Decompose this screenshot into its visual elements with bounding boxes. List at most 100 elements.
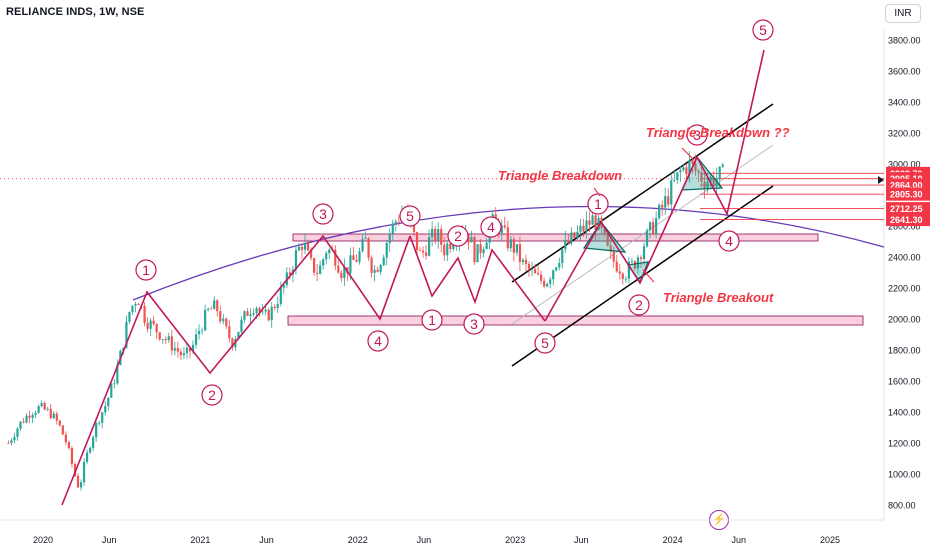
wave-label: 2 [635,297,643,313]
candle-body [364,238,367,240]
candle-body [431,228,434,238]
price-label: 2712.25 [890,204,923,214]
candle-body [603,227,606,235]
wave-label: 3 [693,127,701,143]
wave-label-circle [312,203,334,225]
candle-body [46,408,49,410]
candle-body [385,242,388,258]
candle-body [312,258,316,273]
candle-body [170,336,173,351]
candle-body [67,442,71,449]
candle-body [712,176,715,187]
candle-body [685,167,688,175]
wave-label-circle [135,259,157,281]
candle-body [276,304,279,308]
wave-label-circle [399,205,421,227]
candle-body [128,311,131,322]
candle-body [300,246,304,250]
candle-body [22,421,25,423]
candle-body [546,283,549,287]
candle-body [361,239,364,252]
candle-body [37,406,40,413]
candle-body [382,257,385,266]
y-tick-label: 1600.00 [888,377,921,387]
candle-body [521,259,525,262]
candle-body [449,243,452,249]
candle-body [418,250,422,251]
y-tick-label: 1800.00 [888,346,921,356]
candle-body [95,423,98,438]
candle-body [630,261,634,263]
candle-body [149,320,152,329]
price-label: 2864.00 [890,181,923,191]
currency-selector[interactable]: INR [885,4,921,23]
wave-label: 5 [541,335,549,351]
price-label-box [886,213,930,227]
candle-body [273,306,276,308]
x-tick-label: 2020 [33,535,53,545]
candle-body [288,272,291,275]
candle-body [503,225,506,228]
y-tick-label: 3400.00 [888,98,921,108]
resistance-zone [292,233,819,242]
y-tick-label: 2600.00 [888,222,921,232]
candle-body [485,242,488,250]
candle-body [536,273,540,275]
candle-body [682,167,685,171]
candle-body [31,415,34,418]
candle-body [564,239,567,250]
candle-body [252,313,255,315]
candle-body [64,434,67,443]
x-tick-label: Jun [574,535,589,545]
x-tick-label: 2024 [663,535,683,545]
candle-body [415,231,419,251]
candle-body [533,269,537,274]
elliott-wave-line-1 [61,234,411,506]
wave-label-circle [480,216,502,238]
candle-body [279,287,282,305]
arc-curve [132,205,885,301]
y-tick-label: 2200.00 [888,284,921,294]
candle-body [237,331,240,339]
candle-body [210,308,213,310]
candle-body [70,448,74,465]
candle-body [648,222,652,231]
candle-body [624,278,627,280]
candle-body [191,344,195,352]
candle-body [110,383,113,398]
candle-body [255,308,258,314]
candle-body [636,257,640,269]
candle-body [309,250,313,259]
candle-body [146,322,149,329]
candle-body [55,413,58,421]
candle-body [82,461,86,483]
candle-body [700,172,703,182]
candle-body [85,452,89,462]
candle-body [188,347,192,352]
candle-body [240,319,243,332]
wave-label-circle [367,330,389,352]
candle-body [500,225,503,234]
candle-body [43,403,46,410]
candle-body [673,179,676,181]
candle-body [204,309,207,331]
wave-label-circle [718,230,740,252]
candle-body [388,233,391,243]
candle-body [697,170,700,173]
wave-label: 4 [487,219,495,235]
candle-body [585,220,588,232]
wave-label-circle [201,384,223,406]
candle-body [691,160,694,164]
candle-body [421,250,425,253]
annotation-triangle-breakdown-question: Triangle Breakdown ?? [646,125,790,140]
wave-label-circle [421,309,443,331]
candle-body [61,425,64,435]
wave-label-circle [752,19,774,41]
candle-body [582,225,585,232]
candle-body [113,383,116,385]
candle-body [10,440,13,444]
candle-body [222,318,225,322]
candle-body [506,227,509,249]
candle-body [576,231,579,238]
